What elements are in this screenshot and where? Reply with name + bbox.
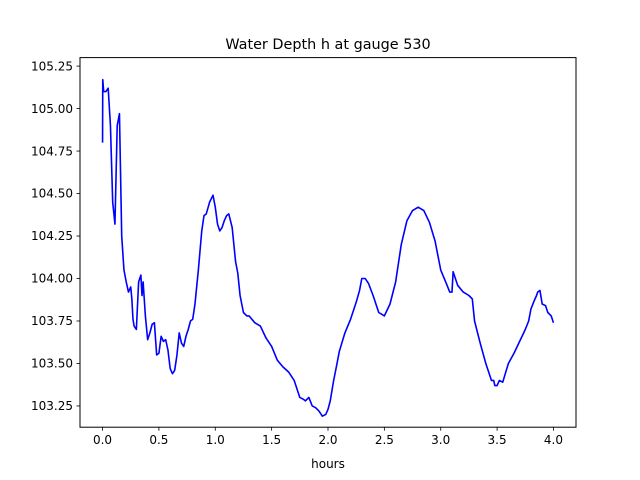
y-tick-label: 105.00: [31, 102, 73, 116]
x-tick-label: 0.0: [93, 433, 112, 447]
x-tick-label: 2.0: [318, 433, 337, 447]
x-tick-label: 3.0: [431, 433, 450, 447]
x-tick-label: 1.5: [262, 433, 281, 447]
y-tick-label: 103.50: [31, 357, 73, 371]
x-axis-ticks: 0.0 0.5 1.0 1.5 2.0 2.5 3.0 3.5 4.0: [93, 427, 563, 447]
y-tick-label: 104.25: [31, 229, 73, 243]
y-axis-ticks: 103.25 103.50 103.75 104.00 104.25 104.50 104.…: [31, 59, 80, 413]
y-tick-label: 104.75: [31, 144, 73, 158]
chart-title: Water Depth h at gauge 530: [225, 37, 430, 53]
y-tick-label: 105.25: [31, 59, 73, 73]
x-tick-label: 2.5: [375, 433, 394, 447]
x-tick-label: 3.5: [488, 433, 507, 447]
x-tick-label: 0.5: [149, 433, 168, 447]
plot-area-frame: [79, 57, 577, 428]
series-line-0: [101, 78, 555, 417]
series-group: [101, 78, 555, 417]
y-tick-label: 104.00: [31, 272, 73, 286]
x-axis-label: hours: [311, 457, 345, 471]
x-tick-label: 4.0: [544, 433, 563, 447]
y-tick-label: 104.50: [31, 187, 73, 201]
x-tick-label: 1.0: [206, 433, 225, 447]
y-tick-label: 103.25: [31, 399, 73, 413]
y-tick-label: 103.75: [31, 314, 73, 328]
